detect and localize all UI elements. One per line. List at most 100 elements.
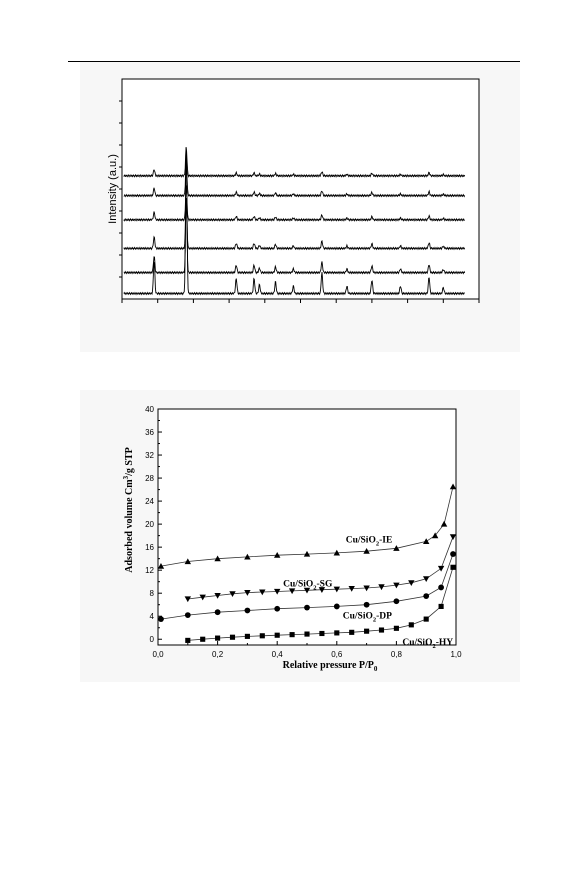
- isotherm-point: [438, 584, 444, 591]
- xrd-ticks: [119, 100, 480, 303]
- isotherm-point: [423, 593, 430, 599]
- isotherm-y-tick-label: 24: [145, 497, 154, 506]
- isotherm-x-tick-label: 0,6: [331, 650, 343, 659]
- isotherm-chart: 0,0 0,2 0,4 0,6 0,8 1,0 0 4 8 12 16 20 24 28 32 36 40 Cu…: [122, 405, 462, 673]
- isotherm-point: [431, 532, 439, 539]
- isotherm-series: Cu/SiO2-IE Cu/SiO2-SG Cu/SiO2-DP Cu/SiO2-HY: [157, 483, 457, 650]
- xrd-traces: [123, 147, 466, 296]
- isotherm-point: [288, 588, 296, 595]
- isotherm-point: [423, 616, 429, 622]
- isotherm-y-tick-label: 12: [145, 566, 154, 575]
- isotherm-point: [184, 558, 191, 565]
- isotherm-series-hy: Cu/SiO2-HY: [185, 564, 456, 650]
- isotherm-point: [303, 587, 311, 594]
- isotherm-series-label: Cu/SiO2-IE: [346, 536, 393, 548]
- isotherm-point: [199, 594, 206, 601]
- isotherm-y-tick-label: 28: [145, 474, 154, 483]
- isotherm-point: [214, 592, 221, 599]
- isotherm-ticks: 0,0 0,2 0,4 0,6 0,8 1,0 0 4 8 12 16 20 24 28 32 36 40: [145, 405, 462, 659]
- isotherm-point: [450, 564, 456, 570]
- isotherm-x-tick-label: 0,2: [212, 650, 224, 659]
- isotherm-point: [289, 632, 295, 638]
- isotherm-point: [393, 582, 400, 589]
- xrd-trace-3: [123, 198, 466, 251]
- isotherm-point: [449, 534, 457, 540]
- isotherm-point: [423, 538, 430, 544]
- isotherm-point: [378, 627, 385, 633]
- isotherm-point: [200, 636, 206, 642]
- isotherm-point: [318, 587, 326, 593]
- isotherm-point: [229, 634, 236, 640]
- isotherm-point: [408, 622, 414, 628]
- isotherm-y-tick-label: 16: [145, 543, 154, 552]
- isotherm-point: [214, 609, 221, 616]
- isotherm-y-tick-label: 20: [145, 520, 154, 529]
- isotherm-y-tick-label: 8: [150, 589, 155, 598]
- isotherm-x-tick-label: 1,0: [450, 650, 462, 659]
- isotherm-series-label: Cu/SiO2-HY: [402, 638, 453, 650]
- isotherm-point: [215, 635, 221, 641]
- xrd-chart: Intensity (a.u.): [107, 78, 480, 303]
- isotherm-point: [244, 633, 250, 639]
- isotherm-x-tick-label: 0,4: [272, 650, 284, 659]
- isotherm-point: [214, 555, 221, 562]
- isotherm-x-tick-label: 0,0: [152, 650, 164, 659]
- isotherm-point: [393, 625, 399, 631]
- isotherm-point: [184, 612, 191, 618]
- isotherm-y-tick-label: 0: [150, 635, 155, 644]
- xrd-plot-frame: [121, 78, 480, 300]
- isotherm-point: [319, 630, 325, 637]
- isotherm-y-axis-label: Adsorbed volume Cm3/g STP: [122, 447, 135, 572]
- isotherm-point: [185, 637, 191, 643]
- isotherm-point: [274, 552, 281, 558]
- isotherm-point: [259, 589, 266, 596]
- isotherm-point: [449, 483, 457, 490]
- isotherm-point: [348, 586, 355, 592]
- isotherm-point: [304, 631, 310, 637]
- isotherm-point: [274, 605, 281, 612]
- isotherm-y-tick-label: 40: [145, 405, 154, 414]
- isotherm-point: [229, 591, 236, 597]
- isotherm-point: [158, 616, 164, 622]
- isotherm-point: [334, 630, 340, 636]
- isotherm-series-label: Cu/SiO2-DP: [343, 612, 392, 624]
- xrd-y-axis-label: Intensity (a.u.): [107, 154, 119, 224]
- isotherm-point: [437, 565, 445, 572]
- isotherm-point: [304, 604, 310, 611]
- xrd-trace-1: [123, 147, 465, 296]
- isotherm-y-tick-label: 32: [145, 451, 154, 460]
- isotherm-point: [408, 580, 415, 587]
- isotherm-series-dp: Cu/SiO2-DP: [158, 551, 456, 624]
- isotherm-point: [378, 584, 385, 591]
- isotherm-point: [363, 585, 370, 592]
- isotherm-point: [274, 632, 280, 638]
- isotherm-y-tick-label: 36: [145, 428, 154, 437]
- isotherm-x-tick-label: 0,8: [391, 650, 403, 659]
- xrd-trace-5: [123, 160, 466, 198]
- isotherm-point: [440, 520, 448, 527]
- isotherm-point: [259, 633, 265, 639]
- isotherm-point: [244, 553, 251, 560]
- isotherm-x-axis-label: Relative pressure P/P0: [283, 660, 378, 673]
- isotherm-point: [303, 550, 311, 557]
- isotherm-series-sg: Cu/SiO2-SG: [184, 534, 457, 603]
- isotherm-point: [393, 545, 400, 551]
- xrd-trace-6: [123, 147, 466, 178]
- xrd-chart-panel: Intensity (a.u.): [80, 62, 520, 352]
- isotherm-point: [244, 607, 251, 614]
- isotherm-point: [333, 549, 340, 556]
- isotherm-point: [349, 629, 355, 635]
- isotherm-point: [450, 551, 456, 557]
- isotherm-point: [393, 598, 400, 605]
- xrd-trace-4: [123, 185, 465, 222]
- isotherm-point: [438, 603, 444, 609]
- isotherm-point: [363, 547, 370, 554]
- isotherm-point: [364, 628, 370, 634]
- page-top-rule: [68, 61, 520, 62]
- isotherm-point: [363, 601, 370, 608]
- isotherm-y-tick-label: 4: [150, 612, 155, 621]
- isotherm-chart-panel: 0,0 0,2 0,4 0,6 0,8 1,0 0 4 8 12 16 20 24 28 32 36 40 Cu…: [80, 390, 520, 682]
- isotherm-point: [244, 590, 251, 596]
- isotherm-point: [333, 603, 340, 610]
- isotherm-point: [184, 596, 191, 603]
